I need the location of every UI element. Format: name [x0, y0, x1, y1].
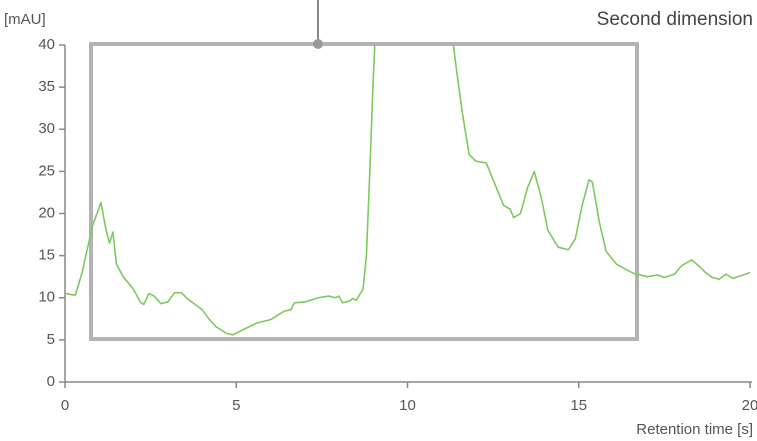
y-tick-label: 35	[38, 78, 55, 95]
highlight-box	[89, 42, 639, 341]
y-tick-label: 20	[38, 204, 55, 221]
x-tick-label: 20	[742, 397, 757, 414]
y-tick-label: 25	[38, 162, 55, 179]
y-axis-label: [mAU]	[4, 11, 46, 28]
x-tick-label: 0	[61, 397, 69, 414]
y-tick-label: 40	[38, 36, 55, 53]
x-axis-label: Retention time [s]	[636, 421, 753, 438]
pointer-dot	[313, 39, 323, 49]
y-tick-label: 5	[47, 331, 55, 348]
x-tick-label: 15	[570, 397, 587, 414]
y-tick-label: 15	[38, 247, 55, 264]
y-tick-label: 10	[38, 289, 55, 306]
x-tick-label: 10	[399, 397, 416, 414]
y-tick-label: 0	[47, 373, 55, 390]
data-line	[65, 45, 751, 336]
chart-title: Second dimension	[597, 9, 753, 30]
y-tick-label: 30	[38, 120, 55, 137]
x-tick-label: 5	[232, 397, 240, 414]
